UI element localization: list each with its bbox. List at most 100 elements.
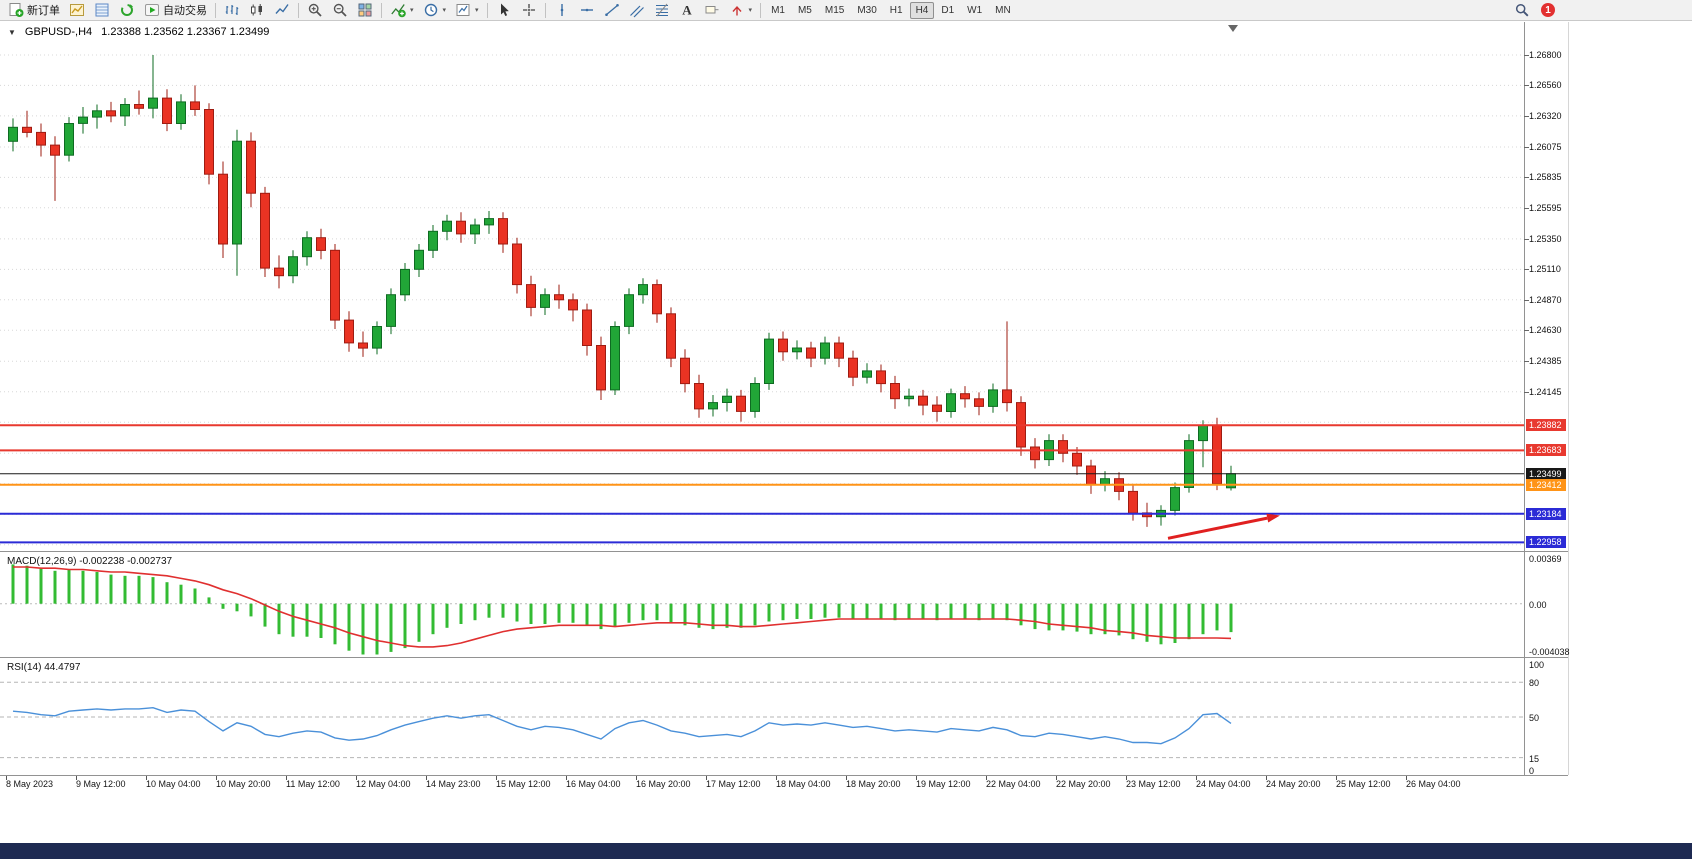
candlestick <box>498 218 508 245</box>
candlestick <box>1212 424 1222 485</box>
rsi-label: RSI(14) 44.4797 <box>7 662 81 673</box>
arrows-button[interactable]: ▾ <box>725 1 757 20</box>
rsi-panel[interactable] <box>0 659 1524 775</box>
templates-button[interactable]: ▾ <box>451 1 483 20</box>
dropdown-caret-icon: ▾ <box>748 7 753 14</box>
candlestick <box>470 224 480 235</box>
candlestick <box>722 395 732 404</box>
market-watch-icon <box>69 2 85 18</box>
text-button[interactable]: A <box>675 1 699 20</box>
candlestick <box>274 267 284 277</box>
timeframe-m1-button[interactable]: M1 <box>771 4 785 16</box>
candlestick <box>918 395 928 406</box>
search-button[interactable] <box>1510 1 1534 20</box>
candlestick <box>848 357 858 378</box>
macd-histogram <box>11 564 1233 655</box>
trendline-icon <box>604 2 620 18</box>
candlestick <box>792 347 802 353</box>
vline-icon <box>554 2 570 18</box>
candlestick <box>946 393 956 413</box>
market-watch-button[interactable] <box>65 1 89 20</box>
macd-panel[interactable] <box>0 553 1524 657</box>
candlestick <box>36 131 46 146</box>
timeframe-h1-button[interactable]: H1 <box>889 4 903 16</box>
candlestick <box>442 220 452 232</box>
data-window-icon <box>94 2 110 18</box>
channel-button[interactable] <box>625 1 649 20</box>
price-axis[interactable] <box>1525 22 1568 775</box>
panel-separator[interactable] <box>0 657 1568 658</box>
candlestick-chart-button[interactable] <box>245 1 269 20</box>
toolbar-separator <box>486 2 488 18</box>
macd-signal-line <box>13 566 1232 648</box>
candlestick <box>932 404 942 412</box>
taskbar <box>0 843 1692 859</box>
cursor-button[interactable] <box>492 1 516 20</box>
candlestick <box>750 383 760 412</box>
zoom-out-button[interactable] <box>328 1 352 20</box>
toolbar-separator <box>381 2 382 18</box>
timeframe-h4-button[interactable]: H4 <box>909 1 935 19</box>
timeframe-m15-button[interactable]: M15 <box>824 4 845 16</box>
autotrading-icon <box>144 2 160 18</box>
trend-arrow-annotation[interactable] <box>1167 513 1280 540</box>
panel-separator[interactable] <box>0 551 1568 552</box>
candlestick <box>624 294 634 327</box>
fibonacci-button[interactable] <box>650 1 674 20</box>
horizontal-line-button[interactable] <box>575 1 599 20</box>
candlestick <box>652 284 662 315</box>
trendline-button[interactable] <box>600 1 624 20</box>
candlestick <box>680 357 690 385</box>
time-axis[interactable] <box>0 776 1568 794</box>
arrows-icon <box>729 2 745 18</box>
candlestick <box>162 97 172 124</box>
hline-icon <box>579 2 595 18</box>
candlestick <box>1072 452 1082 467</box>
toolbar-separator <box>298 2 299 18</box>
candlestick <box>288 256 298 277</box>
candlestick <box>190 101 200 111</box>
indicators-button[interactable]: ▾ <box>386 1 418 20</box>
timeframe-m5-button[interactable]: M5 <box>797 4 812 16</box>
symbol-dropdown-icon[interactable]: ▼ <box>8 27 16 37</box>
candlestick <box>218 173 228 245</box>
candlestick <box>330 249 340 321</box>
timeframe-d1-button[interactable]: D1 <box>941 4 955 16</box>
bar-chart-button[interactable] <box>220 1 244 20</box>
candlestick <box>316 237 326 251</box>
candlestick <box>92 110 102 118</box>
candlestick <box>876 370 886 385</box>
candles-icon <box>249 2 265 18</box>
data-window-button[interactable] <box>90 1 114 20</box>
main-chart[interactable] <box>0 22 1524 551</box>
periods-button[interactable]: ▾ <box>419 1 451 20</box>
timeframe-mn-button[interactable]: MN <box>995 4 1011 16</box>
notification-badge[interactable]: 1 <box>1541 3 1555 17</box>
candlestick <box>106 110 116 117</box>
vertical-line-button[interactable] <box>550 1 574 20</box>
crosshair-button[interactable] <box>517 1 541 20</box>
new-order-button[interactable]: 新订单 <box>4 1 64 20</box>
zoom-in-button[interactable] <box>303 1 327 20</box>
timeframe-w1-button[interactable]: W1 <box>967 4 983 16</box>
svg-text:A: A <box>682 3 692 18</box>
templates-icon <box>455 2 471 18</box>
navigator-button[interactable] <box>115 1 139 20</box>
timeframe-m30-button[interactable]: M30 <box>857 4 877 16</box>
candlestick <box>988 389 998 407</box>
label-button[interactable] <box>700 1 724 20</box>
main-toolbar: 新订单 自动交易 ▾ ▾ ▾ A ▾ M1 M5 M15 M30 H1 H4 D1 W1 MN 1 <box>0 0 1692 21</box>
tile-windows-icon <box>357 2 373 18</box>
price-axis-border <box>1524 22 1525 775</box>
line-chart-button[interactable] <box>270 1 294 20</box>
chart-shift-marker[interactable] <box>1228 25 1238 32</box>
fibonacci-icon <box>654 2 670 18</box>
candlestick <box>204 109 214 175</box>
autotrading-button[interactable]: 自动交易 <box>140 1 211 20</box>
dropdown-caret-icon: ▾ <box>442 7 447 14</box>
candlestick <box>610 326 620 391</box>
tile-windows-button[interactable] <box>353 1 377 20</box>
candlestick <box>778 338 788 353</box>
ohlc-readout: 1.23388 1.23562 1.23367 1.23499 <box>101 26 270 38</box>
